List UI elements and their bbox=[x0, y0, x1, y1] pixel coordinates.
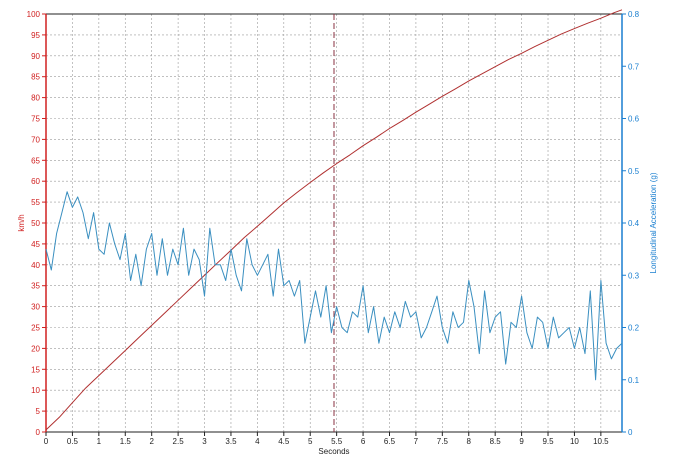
x-tick-label: 7.5 bbox=[437, 437, 449, 446]
right-y-axis-title: Longitudinal Acceleration (g) bbox=[649, 172, 658, 273]
x-tick-label: 1 bbox=[97, 437, 102, 446]
x-tick-label: 8 bbox=[467, 437, 472, 446]
left-y-axis-title: km/h bbox=[17, 214, 26, 231]
x-tick-label: 9.5 bbox=[542, 437, 554, 446]
left-y-tick-label: 65 bbox=[31, 156, 40, 165]
labels-layer: 0510152025303540455055606570758085909510… bbox=[17, 10, 658, 456]
x-tick-label: 5 bbox=[308, 437, 313, 446]
left-y-tick-label: 85 bbox=[31, 73, 40, 82]
right-y-tick-label: 0.2 bbox=[628, 324, 640, 333]
left-y-tick-label: 40 bbox=[31, 261, 40, 270]
left-y-tick-label: 90 bbox=[31, 52, 40, 61]
speed-series-line bbox=[45, 9, 623, 431]
x-tick-label: 10 bbox=[570, 437, 579, 446]
right-y-tick-label: 0.7 bbox=[628, 62, 640, 71]
x-tick-label: 3.5 bbox=[225, 437, 237, 446]
axes bbox=[42, 13, 626, 436]
left-y-tick-label: 50 bbox=[31, 219, 40, 228]
left-y-tick-label: 80 bbox=[31, 94, 40, 103]
left-y-tick-label: 10 bbox=[31, 386, 40, 395]
x-tick-label: 4 bbox=[255, 437, 260, 446]
left-y-tick-label: 20 bbox=[31, 344, 40, 353]
left-y-tick-label: 45 bbox=[31, 240, 40, 249]
left-y-tick-label: 70 bbox=[31, 135, 40, 144]
left-y-tick-label: 0 bbox=[36, 428, 41, 437]
x-tick-label: 6 bbox=[361, 437, 366, 446]
x-tick-label: 4.5 bbox=[278, 437, 290, 446]
x-tick-label: 10.5 bbox=[593, 437, 609, 446]
x-tick-label: 0.5 bbox=[67, 437, 79, 446]
left-y-tick-label: 5 bbox=[36, 407, 41, 416]
left-y-tick-label: 25 bbox=[31, 324, 40, 333]
left-y-tick-label: 95 bbox=[31, 31, 40, 40]
x-tick-label: 2 bbox=[149, 437, 154, 446]
left-y-tick-label: 15 bbox=[31, 365, 40, 374]
right-y-tick-label: 0.8 bbox=[628, 10, 640, 19]
x-tick-label: 9 bbox=[519, 437, 524, 446]
x-tick-label: 2.5 bbox=[173, 437, 185, 446]
x-tick-label: 6.5 bbox=[384, 437, 396, 446]
left-y-tick-label: 35 bbox=[31, 282, 40, 291]
left-y-tick-label: 100 bbox=[27, 10, 41, 19]
right-y-tick-label: 0.3 bbox=[628, 271, 640, 280]
left-y-tick-label: 75 bbox=[31, 115, 40, 124]
acceleration-series-line bbox=[45, 191, 623, 381]
right-y-tick-label: 0.6 bbox=[628, 115, 640, 124]
x-axis-title: Seconds bbox=[318, 447, 349, 456]
left-y-tick-label: 55 bbox=[31, 198, 40, 207]
right-y-tick-label: 0.1 bbox=[628, 376, 640, 385]
x-tick-label: 7 bbox=[414, 437, 419, 446]
x-tick-label: 0 bbox=[44, 437, 49, 446]
right-y-tick-label: 0.5 bbox=[628, 167, 640, 176]
series-layer bbox=[45, 9, 623, 432]
left-y-tick-label: 30 bbox=[31, 303, 40, 312]
right-y-tick-label: 0 bbox=[628, 428, 633, 437]
x-tick-label: 5.5 bbox=[331, 437, 343, 446]
x-tick-label: 8.5 bbox=[490, 437, 502, 446]
x-tick-label: 3 bbox=[202, 437, 207, 446]
left-y-tick-label: 60 bbox=[31, 177, 40, 186]
right-y-tick-label: 0.4 bbox=[628, 219, 640, 228]
x-tick-label: 1.5 bbox=[120, 437, 132, 446]
